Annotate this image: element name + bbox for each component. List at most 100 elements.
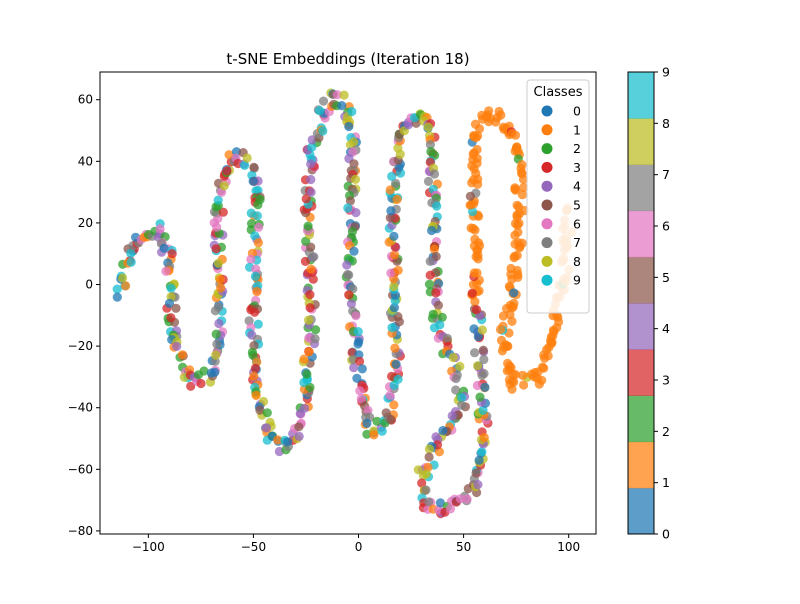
data-point — [390, 250, 400, 260]
legend-marker — [541, 237, 553, 249]
data-point — [469, 199, 479, 209]
data-point — [425, 256, 435, 266]
data-point — [332, 90, 342, 100]
legend-marker — [541, 180, 553, 192]
data-point — [495, 324, 506, 335]
data-point — [356, 394, 366, 404]
data-point — [547, 337, 557, 347]
data-point — [385, 185, 395, 195]
data-point — [438, 426, 448, 436]
data-point — [471, 468, 481, 478]
data-point — [164, 298, 175, 308]
data-point — [470, 348, 480, 358]
legend-label: 6 — [573, 216, 581, 231]
y-tick-label: 60 — [78, 93, 93, 107]
data-point — [222, 166, 232, 176]
data-point — [304, 315, 314, 325]
colorbar-segment — [628, 72, 654, 119]
data-point — [302, 369, 312, 379]
data-point — [250, 307, 260, 317]
data-point — [381, 408, 391, 418]
y-tick-label: −80 — [68, 524, 93, 538]
data-point — [391, 178, 401, 188]
data-point — [353, 327, 363, 337]
data-point — [497, 346, 507, 356]
data-point — [251, 264, 261, 274]
data-point — [469, 148, 479, 158]
data-point — [253, 200, 263, 210]
data-point — [344, 270, 354, 280]
data-point — [479, 354, 489, 365]
colorbar-tick-label: 8 — [662, 116, 670, 131]
y-axis: −80 −60 −40 −20 0 20 40 60 — [68, 93, 100, 538]
data-point — [417, 478, 427, 488]
data-point — [345, 196, 355, 206]
data-point — [246, 254, 256, 264]
data-point — [437, 312, 447, 322]
data-point — [509, 377, 519, 387]
data-point — [434, 447, 444, 457]
data-point — [346, 299, 356, 309]
colorbar-segment — [628, 487, 654, 535]
y-tick-label: −60 — [68, 462, 93, 476]
colorbar-segment — [628, 210, 654, 258]
data-point — [224, 150, 234, 160]
y-tick-label: 40 — [78, 154, 93, 168]
data-point — [349, 246, 359, 256]
data-point — [343, 203, 353, 213]
x-tick-label: −50 — [241, 540, 266, 554]
data-point — [392, 194, 402, 204]
data-point — [433, 300, 443, 310]
legend-marker — [541, 199, 553, 211]
data-point — [427, 225, 437, 236]
data-point — [448, 352, 458, 363]
data-point — [351, 208, 361, 218]
data-point — [252, 211, 262, 221]
data-point — [248, 176, 258, 186]
data-point — [299, 354, 309, 364]
data-point — [250, 271, 260, 281]
data-point — [385, 390, 395, 400]
data-point — [506, 263, 516, 274]
data-point — [216, 283, 226, 293]
data-point — [350, 174, 361, 184]
data-point — [519, 380, 529, 390]
data-point — [349, 159, 359, 169]
data-point — [357, 364, 367, 374]
x-tick-label: 0 — [355, 540, 363, 554]
data-point — [389, 400, 399, 410]
data-point — [283, 437, 293, 447]
data-point — [305, 303, 315, 313]
data-point — [469, 324, 479, 334]
x-tick-label: 50 — [456, 540, 471, 554]
data-point — [479, 369, 489, 379]
legend-label: 2 — [573, 141, 581, 156]
data-point — [479, 432, 489, 443]
data-point — [255, 405, 265, 415]
legend-items: 0 1 2 3 4 5 6 7 8 9 — [541, 104, 581, 288]
data-point — [393, 265, 403, 275]
data-point — [304, 347, 314, 357]
data-point — [215, 275, 225, 285]
legend-label: 5 — [573, 198, 581, 213]
data-point — [314, 106, 325, 116]
data-point — [465, 191, 475, 201]
data-point — [518, 183, 529, 193]
legend-label: 4 — [573, 179, 581, 194]
data-point — [362, 418, 372, 428]
data-point — [472, 380, 482, 391]
legend-label: 8 — [573, 254, 581, 269]
legend-label: 3 — [573, 160, 581, 175]
data-point — [126, 257, 136, 267]
data-point — [300, 256, 310, 266]
data-point — [240, 160, 250, 170]
data-point — [349, 363, 359, 373]
colorbar-segment — [628, 256, 654, 304]
x-tick-label: −100 — [132, 540, 165, 554]
data-point — [211, 244, 221, 254]
data-point — [462, 494, 472, 504]
data-point — [492, 113, 502, 123]
data-point — [514, 243, 525, 253]
data-point — [310, 334, 320, 344]
